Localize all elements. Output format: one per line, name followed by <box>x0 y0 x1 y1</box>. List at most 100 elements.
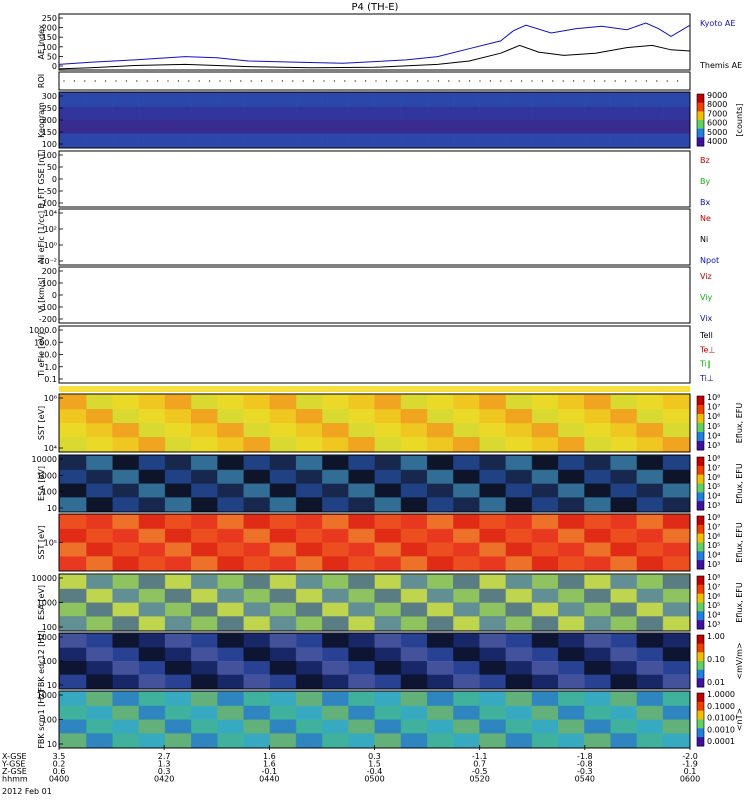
spectrogram-cell <box>243 575 271 590</box>
spectrogram-cell <box>426 705 454 720</box>
spectrogram-cell <box>453 616 480 631</box>
spectrogram-cell <box>322 733 349 748</box>
spectrogram-cell <box>584 719 611 734</box>
spectrogram-cell <box>636 719 664 734</box>
colorbar-swatch <box>697 710 704 720</box>
spectrogram-cell <box>164 602 192 617</box>
spectrogram-cell <box>348 515 375 530</box>
spectrogram-cell <box>295 456 323 471</box>
spectrogram-cell <box>269 602 297 617</box>
spectrogram-cell <box>453 409 480 424</box>
panel-bfit: B_FIT GSE [nT]100 50 0 -50 -100 Bz By Bx <box>37 150 710 209</box>
y-tick-label: 150 <box>42 33 57 42</box>
spectrogram-cell <box>426 120 454 134</box>
spectrogram-cell <box>191 556 218 571</box>
ylabel-ni: Ni eFlc [1/cc] <box>37 211 46 263</box>
spectrogram-cell <box>584 456 611 471</box>
series-line <box>58 22 691 65</box>
y-tick-label: 10⁴ <box>44 444 57 453</box>
y-tick-label: 10000 <box>32 574 57 583</box>
spectrogram-cell <box>112 705 140 720</box>
spectrogram-cell <box>374 133 402 148</box>
x-tick-label: 1.6 <box>263 760 276 769</box>
spectrogram-cell <box>374 456 402 471</box>
spectrogram-cell <box>557 515 585 530</box>
panel-ni: Ni eFlc [1/cc]10⁴ 10² 10⁰ 10⁻² Ne Ni Npot <box>37 208 719 266</box>
spectrogram-cell <box>636 515 664 530</box>
spectrogram-cell <box>322 93 349 107</box>
colorbar-swatch <box>697 602 704 612</box>
spectrogram-cell <box>400 692 428 707</box>
ylabel-fbk1: FBK edc12 [Hz] <box>37 630 46 691</box>
spectrogram-cell <box>531 719 559 734</box>
spectrogram-cell <box>322 409 349 424</box>
roi-dot <box>645 80 648 82</box>
spectrogram-cell <box>453 692 480 707</box>
spectrogram-cell <box>479 106 507 121</box>
colorbar-swatch <box>697 643 704 653</box>
spectrogram-cell <box>531 692 559 707</box>
roi-dot <box>562 80 564 82</box>
spectrogram-cell <box>348 106 375 121</box>
spectrogram-cell <box>164 705 192 720</box>
spectrogram-cell <box>557 497 585 512</box>
y-tick-label: 1.0 <box>44 363 57 372</box>
y-tick-label: 200 <box>42 267 57 276</box>
spectrogram-cell <box>138 515 166 530</box>
spectrogram-cell <box>400 705 428 720</box>
spectrogram-cell <box>584 674 611 689</box>
spectrogram-cell <box>662 733 690 748</box>
spectrogram-cell <box>112 497 140 512</box>
spectrogram-cell <box>400 93 428 107</box>
spectrogram-cell <box>191 542 218 557</box>
spectrogram-cell <box>479 483 507 498</box>
spectrogram-cell <box>217 674 244 689</box>
series-line <box>58 44 691 70</box>
spectrogram-cell <box>479 602 507 617</box>
colorbar-swatch <box>697 693 704 703</box>
x-tick-label: 0.3 <box>368 752 381 761</box>
spectrogram-cell <box>217 556 244 571</box>
spectrogram-cell <box>557 120 585 134</box>
spectrogram-cell <box>557 661 585 675</box>
spectrogram-cell <box>269 692 297 707</box>
colorbar-tick: 9000 <box>707 91 727 100</box>
x-row-label: Y-GSE <box>1 760 25 769</box>
spectrogram-cell <box>60 674 87 689</box>
panel-frame <box>58 150 691 208</box>
spectrogram-cell <box>479 120 507 134</box>
spectrogram-cell <box>60 497 87 512</box>
y-tick-label: 10⁶ <box>44 394 57 403</box>
roi-dot <box>167 80 169 82</box>
colorbar-swatch <box>697 524 704 535</box>
spectrogram-cell <box>610 437 638 452</box>
spectrogram-cell <box>400 409 428 424</box>
spectrogram-cell <box>322 674 349 689</box>
spectrogram-cell <box>505 515 533 530</box>
spectrogram-cell <box>60 634 87 648</box>
colorbar-unit: Eflux, EFU <box>735 403 744 444</box>
spectrogram-cell <box>269 528 297 543</box>
spectrogram-cell <box>557 705 585 720</box>
spectrogram-cell <box>610 616 638 631</box>
spectrogram-cell <box>505 469 533 484</box>
y-tick-label: 100 <box>42 140 57 149</box>
spectrogram-cell <box>662 647 690 662</box>
y-tick-label: 200 <box>42 116 57 125</box>
spectrogram-cell <box>531 542 559 557</box>
spectrogram-cell <box>610 409 638 424</box>
roi-dot <box>489 80 491 82</box>
colorbar-swatch <box>697 728 704 738</box>
legend-entry: Ni <box>700 235 708 244</box>
spectrogram-cell <box>60 542 87 557</box>
panel-frame <box>58 13 691 71</box>
legend-entry: Npot <box>700 256 719 265</box>
roi-dot <box>188 80 190 82</box>
ylabel-esa2: ESA [eV] <box>37 585 46 620</box>
spectrogram-cell <box>138 106 166 121</box>
colorbar-tick: 10⁴ <box>707 492 720 501</box>
colorbar-tick: 0.0010 <box>707 725 735 734</box>
colorbar-tick: 10⁴ <box>707 551 720 560</box>
